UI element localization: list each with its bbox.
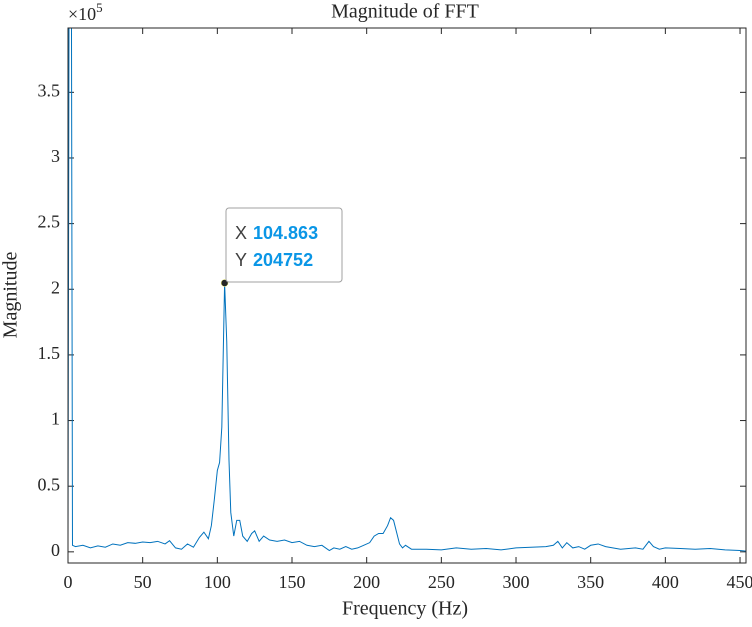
exponent-power: 5 [96, 0, 103, 15]
x-tick-label: 250 [428, 572, 455, 592]
y-tick-label: 0 [51, 540, 60, 560]
y-tick-label: 2 [51, 277, 60, 297]
x-axis-label: Frequency (Hz) [342, 598, 468, 620]
y-tick-label: 2.5 [38, 212, 61, 232]
datatip-text: X 104.863 [235, 223, 318, 243]
data-line [68, 28, 746, 552]
y-tick-label: 0.5 [38, 474, 61, 494]
y-exponent: ×105 [68, 0, 103, 24]
datatip-label: Y [235, 250, 247, 270]
y-tick-label: 3.5 [38, 80, 61, 100]
x-tick-label: 150 [279, 572, 306, 592]
datatip-value: 104.863 [253, 223, 318, 243]
x-tick-label: 0 [64, 572, 73, 592]
x-tick-label: 300 [503, 572, 530, 592]
y-tick-label: 1.5 [38, 343, 61, 363]
datatip-label: X [235, 223, 247, 243]
y-axis-label: Magnitude [0, 252, 22, 339]
x-tick-label: 450 [727, 572, 752, 592]
x-tick-label: 350 [577, 572, 604, 592]
y-tick-label: 3 [51, 146, 60, 166]
x-tick-label: 400 [652, 572, 679, 592]
axes-box [67, 27, 747, 564]
exponent-base: ×10 [68, 4, 96, 24]
plot-area [68, 28, 746, 552]
datatip-box [225, 207, 343, 283]
x-tick-label: 100 [204, 572, 231, 592]
chart-title: Magnitude of FFT [331, 1, 479, 23]
x-tick-label: 50 [134, 572, 152, 592]
y-tick-label: 1 [51, 409, 60, 429]
x-tick-label: 200 [353, 572, 380, 592]
datatip-text: Y 204752 [235, 250, 313, 270]
datatip-value: 204752 [253, 250, 313, 270]
